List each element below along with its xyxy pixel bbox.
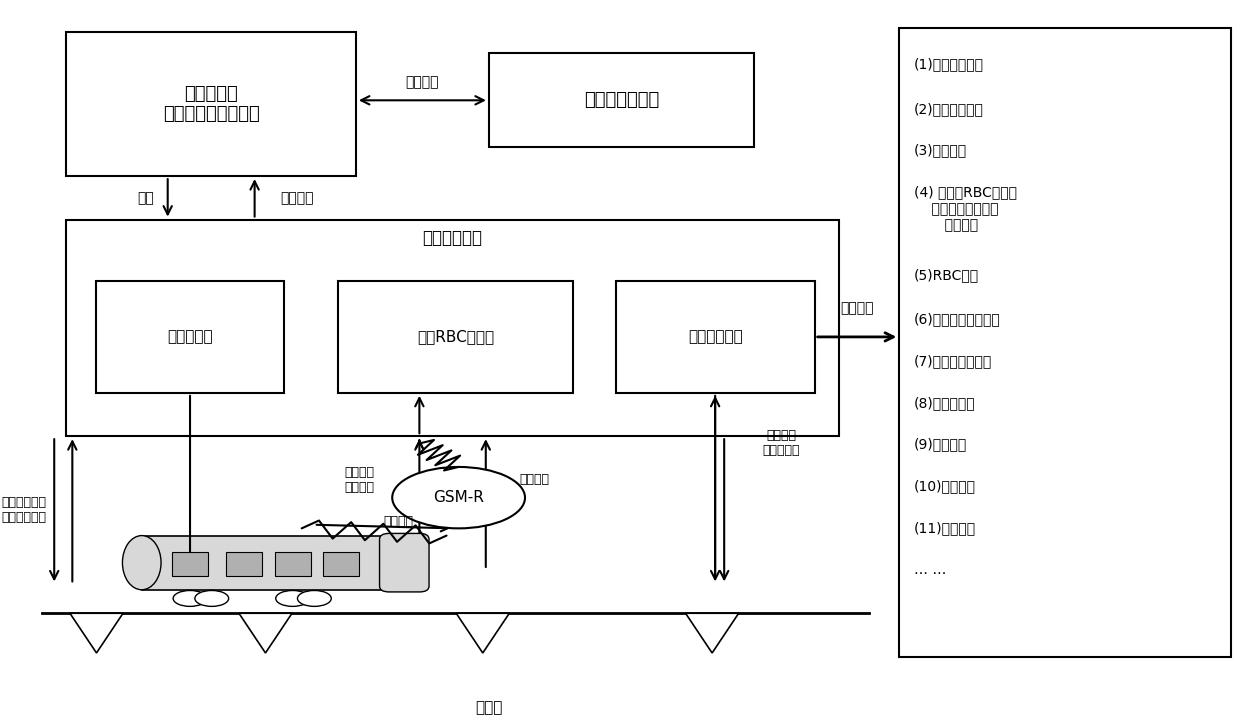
Ellipse shape — [298, 590, 331, 606]
Ellipse shape — [123, 536, 161, 590]
Text: 试车授权: 试车授权 — [405, 75, 439, 90]
Text: GSM-R: GSM-R — [433, 490, 484, 505]
Bar — [899, 28, 1231, 657]
Text: (9)测速测距: (9)测速测距 — [914, 438, 967, 451]
Text: 区段编码
临时限速等: 区段编码 临时限速等 — [763, 430, 800, 457]
Bar — [615, 281, 815, 393]
Polygon shape — [456, 613, 510, 653]
FancyBboxPatch shape — [379, 534, 429, 592]
Text: 试车控制台
（人机交互计算机）: 试车控制台 （人机交互计算机） — [162, 84, 259, 123]
Text: 测试内容: 测试内容 — [841, 301, 874, 315]
Polygon shape — [686, 613, 739, 653]
Text: … …: … … — [914, 563, 946, 577]
Bar — [97, 281, 284, 393]
FancyBboxPatch shape — [141, 536, 389, 590]
Text: (5)RBC切换: (5)RBC切换 — [914, 269, 978, 282]
Bar — [322, 552, 360, 577]
Text: 应答器: 应答器 — [475, 700, 502, 715]
Text: (4) 车载与RBC仿真系
    统建立连接和无线
       通信会话: (4) 车载与RBC仿真系 统建立连接和无线 通信会话 — [914, 186, 1017, 232]
Text: 仿真RBC子系统: 仿真RBC子系统 — [417, 329, 495, 344]
Ellipse shape — [275, 590, 310, 606]
Text: 状态显示: 状态显示 — [280, 191, 314, 205]
Ellipse shape — [392, 467, 525, 529]
Text: 低频码子系统: 低频码子系统 — [688, 329, 743, 344]
Polygon shape — [69, 613, 123, 653]
Text: 操作: 操作 — [138, 191, 154, 205]
Bar — [66, 32, 356, 176]
Text: (7)应答器信息接收: (7)应答器信息接收 — [914, 354, 992, 368]
Bar — [274, 552, 311, 577]
Ellipse shape — [195, 590, 228, 606]
Text: (11)紧急制动: (11)紧急制动 — [914, 521, 976, 536]
Bar — [339, 281, 573, 393]
Bar — [172, 552, 208, 577]
Ellipse shape — [174, 590, 207, 606]
Text: 试车员和控制
室值班员交互: 试车员和控制 室值班员交互 — [1, 496, 47, 524]
Bar — [489, 53, 754, 147]
Text: (1)列控模式切换: (1)列控模式切换 — [914, 57, 983, 71]
Polygon shape — [239, 613, 293, 653]
Text: (8)自动过分相: (8)自动过分相 — [914, 396, 976, 410]
Text: 动车段联锁系统: 动车段联锁系统 — [584, 91, 660, 109]
Text: (10)常用制动: (10)常用制动 — [914, 480, 976, 494]
Bar — [66, 220, 839, 436]
Text: (2)列控等级转换: (2)列控等级转换 — [914, 102, 983, 116]
Text: 试车仿真系统: 试车仿真系统 — [423, 229, 482, 247]
Text: 区段状态: 区段状态 — [520, 473, 549, 486]
Text: 线路参数
行车许可: 线路参数 行车许可 — [343, 466, 374, 494]
Text: (6)轨道电路信息接收: (6)轨道电路信息接收 — [914, 312, 1001, 326]
Text: 场景子系统: 场景子系统 — [167, 329, 213, 344]
Text: 位置报告: 位置报告 — [383, 515, 413, 528]
Bar — [226, 552, 263, 577]
Text: (3)临时限速: (3)临时限速 — [914, 143, 967, 158]
